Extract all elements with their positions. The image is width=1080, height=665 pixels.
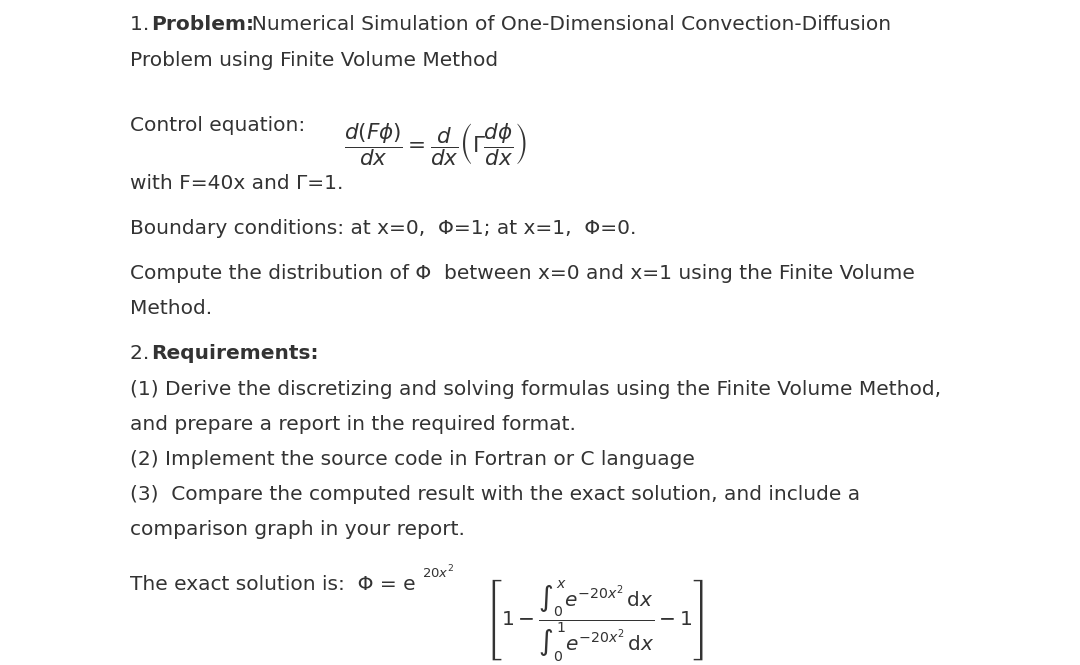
Text: $\dfrac{d(F\phi)}{dx} = \dfrac{d}{dx}\left(\Gamma\dfrac{d\phi}{dx}\right)$: $\dfrac{d(F\phi)}{dx} = \dfrac{d}{dx}\le…: [345, 121, 527, 168]
Text: Boundary conditions: at x=0,  Φ=1; at x=1,  Φ=0.: Boundary conditions: at x=0, Φ=1; at x=1…: [130, 219, 636, 237]
Text: $^{20x^2}$: $^{20x^2}$: [422, 569, 454, 588]
Text: 2.: 2.: [130, 344, 156, 362]
Text: with F=40x and Γ=1.: with F=40x and Γ=1.: [130, 174, 343, 193]
Text: (3)  Compare the computed result with the exact solution, and include a: (3) Compare the computed result with the…: [130, 485, 860, 503]
Text: Numerical Simulation of One-Dimensional Convection-Diffusion: Numerical Simulation of One-Dimensional …: [240, 15, 891, 34]
Text: (1) Derive the discretizing and solving formulas using the Finite Volume Method,: (1) Derive the discretizing and solving …: [130, 380, 941, 398]
Text: Compute the distribution of Φ  between x=0 and x=1 using the Finite Volume: Compute the distribution of Φ between x=…: [130, 263, 915, 283]
Text: The exact solution is:  Φ = e: The exact solution is: Φ = e: [130, 575, 415, 594]
Text: Control equation:: Control equation:: [130, 116, 305, 135]
Text: and prepare a report in the required format.: and prepare a report in the required for…: [130, 414, 576, 434]
Text: Method.: Method.: [130, 299, 212, 318]
Text: Requirements:: Requirements:: [151, 344, 319, 362]
Text: Problem using Finite Volume Method: Problem using Finite Volume Method: [130, 51, 498, 70]
Text: 1.: 1.: [130, 15, 156, 34]
Text: comparison graph in your report.: comparison graph in your report.: [130, 519, 464, 539]
Text: $\left[1 - \dfrac{\int_0^x e^{-20x^2}\,\mathrm{d}x}{\int_0^1 e^{-20x^2}\,\mathrm: $\left[1 - \dfrac{\int_0^x e^{-20x^2}\,\…: [484, 577, 703, 663]
Text: (2) Implement the source code in Fortran or C language: (2) Implement the source code in Fortran…: [130, 450, 694, 469]
Text: Problem:: Problem:: [151, 15, 255, 34]
